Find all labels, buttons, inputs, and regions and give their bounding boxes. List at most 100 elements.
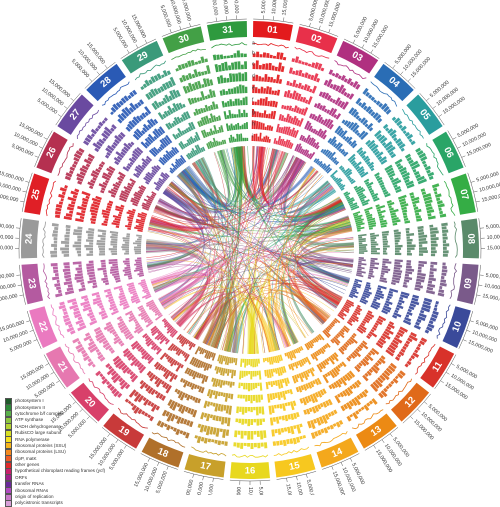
histogram-bar (243, 98, 246, 106)
histogram-bar (299, 436, 303, 440)
tick-label: 15,000,000 (236, 487, 243, 495)
histogram-bar (227, 115, 230, 119)
histogram-bar (237, 99, 240, 106)
tick-mark (23, 191, 27, 192)
histogram-bar (416, 215, 421, 218)
histogram-bar (110, 236, 117, 239)
histogram-bar (356, 274, 364, 277)
histogram-bar (87, 269, 95, 272)
histogram-bar (255, 371, 257, 377)
histogram-bar (226, 429, 229, 436)
histogram-bar (370, 237, 376, 239)
tick-mark (26, 321, 30, 322)
histogram-bar (403, 282, 407, 285)
histogram-bar (358, 238, 365, 240)
histogram-bar (361, 406, 365, 410)
histogram-bar (275, 101, 278, 107)
tick-mark (446, 372, 449, 374)
histogram-bar (437, 200, 443, 204)
histogram-bar (417, 226, 423, 229)
histogram-bar (100, 260, 105, 263)
histogram-bar (431, 244, 438, 247)
histogram-bar (211, 439, 214, 442)
histogram-bar (281, 105, 284, 109)
tick-mark (476, 201, 480, 202)
histogram-bar (419, 253, 423, 256)
histogram-bar (260, 382, 263, 390)
histogram-bar (84, 245, 93, 248)
histogram-bar (102, 232, 106, 235)
histogram-bar (60, 248, 69, 251)
histogram-bar (207, 94, 210, 98)
histogram-bar (53, 266, 58, 269)
histogram-bar (430, 268, 437, 271)
tick-mark (287, 478, 288, 482)
histogram-bar (250, 371, 252, 379)
histogram-bar (214, 440, 217, 444)
histogram-bar (284, 106, 287, 110)
histogram-bar (242, 124, 244, 129)
histogram-bar (260, 431, 263, 440)
histogram-bar (89, 242, 93, 245)
histogram-bar (236, 406, 239, 413)
histogram-bar (407, 245, 416, 248)
histogram-bar (395, 248, 401, 250)
histogram-bar (256, 60, 259, 69)
histogram-bar (254, 431, 257, 435)
histogram-bar (341, 361, 346, 367)
histogram-bar (51, 244, 57, 247)
tick-label: 15,000,000 (482, 293, 500, 304)
histogram-bar (237, 394, 239, 398)
tick-mark (471, 181, 475, 182)
histogram-bar (55, 214, 60, 218)
histogram-bar (265, 97, 268, 106)
tick-mark (25, 181, 29, 182)
histogram-bar (135, 259, 142, 261)
histogram-bar (137, 257, 141, 259)
histogram-bar (221, 441, 224, 445)
histogram-bar (267, 101, 270, 106)
histogram-bar (406, 236, 409, 239)
histogram-bar (289, 83, 292, 87)
histogram-bar (74, 242, 81, 245)
histogram-bar (260, 123, 262, 130)
histogram-bar (223, 78, 226, 83)
histogram-bar (276, 441, 280, 446)
legend-label: photosystem II (15, 405, 45, 411)
histogram-bar (192, 74, 196, 79)
histogram-bar (250, 407, 252, 412)
histogram-bar (406, 268, 415, 271)
histogram-bar (286, 439, 290, 444)
histogram-bar (241, 371, 243, 378)
histogram-bar (220, 429, 223, 433)
histogram-bar (284, 427, 287, 431)
histogram-bar (435, 301, 439, 305)
histogram-bar (111, 238, 117, 240)
histogram-bar (265, 63, 268, 70)
histogram-bar (302, 435, 306, 439)
histogram-bar (258, 359, 260, 364)
histogram-bar (395, 242, 399, 244)
histogram-bar (77, 270, 82, 273)
tick-mark (180, 26, 181, 30)
histogram-bar (404, 220, 410, 223)
histogram-bar (134, 248, 141, 250)
histogram-bar (228, 65, 231, 70)
histogram-bar (371, 239, 375, 241)
histogram-bar (53, 270, 58, 273)
histogram-bar (81, 210, 86, 213)
tick-label: 10,000,000 (247, 487, 253, 495)
histogram-bar (244, 123, 246, 129)
histogram-bar (235, 99, 238, 106)
histogram-bar (233, 53, 236, 58)
histogram-bar (298, 60, 302, 64)
line-track (46, 181, 56, 216)
histogram-bar (271, 429, 275, 436)
chromosome-label: 23 (25, 277, 37, 289)
histogram-bar (393, 223, 398, 226)
histogram-bar (248, 359, 250, 365)
histogram-bar (86, 263, 94, 266)
histogram-bar (227, 101, 230, 107)
histogram-bar (443, 240, 446, 243)
